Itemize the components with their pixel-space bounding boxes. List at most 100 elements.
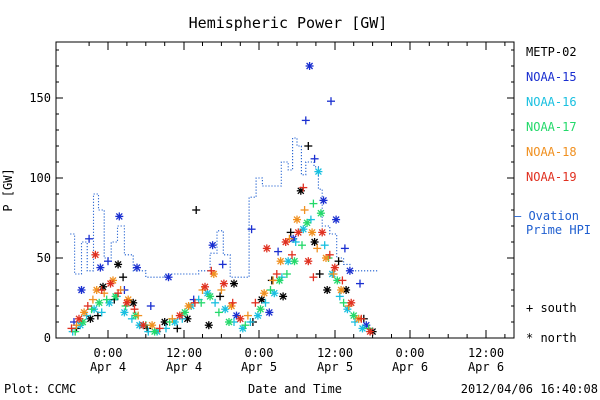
mark-stroke xyxy=(75,315,83,323)
data-point-noaa-17 xyxy=(102,295,111,304)
ovation-layer xyxy=(70,137,379,278)
data-point-noaa-19 xyxy=(201,282,209,291)
mark-stroke xyxy=(225,318,233,326)
mark-stroke xyxy=(279,292,287,300)
mark-stroke xyxy=(293,216,301,224)
data-point-noaa-19 xyxy=(325,250,334,259)
y-tick-label: 100 xyxy=(29,171,51,185)
data-point-noaa-17 xyxy=(309,199,318,208)
data-point-noaa-19 xyxy=(304,257,313,266)
data-point-metp-02 xyxy=(114,260,123,269)
legend-item-metp-02: METP-02 xyxy=(526,45,577,59)
data-point-noaa-17 xyxy=(95,298,104,307)
legend-item-noaa-17: NOAA-17 xyxy=(526,120,577,134)
mark-stroke xyxy=(333,276,341,284)
data-point-noaa-16 xyxy=(253,311,262,320)
data-point-noaa-15 xyxy=(104,257,112,266)
y-tick-label: 50 xyxy=(37,251,51,265)
data-point-noaa-19 xyxy=(281,238,290,246)
data-point-noaa-15 xyxy=(164,273,173,282)
mark-stroke xyxy=(228,302,235,310)
plot-timestamp: 2012/04/06 16:40:08 xyxy=(461,382,598,396)
data-point-noaa-18 xyxy=(308,228,317,237)
x-tick-label-time: 0:00 xyxy=(245,346,274,360)
legend-ovation-line2: Prime HPI xyxy=(526,223,591,237)
data-point-metp-02 xyxy=(286,228,295,237)
mark-stroke xyxy=(299,225,307,233)
mark-stroke xyxy=(206,292,214,300)
data-point-metp-02 xyxy=(216,292,225,301)
mark-stroke xyxy=(79,318,87,326)
mark-stroke xyxy=(275,276,283,284)
data-point-noaa-17 xyxy=(241,321,250,330)
data-point-noaa-17 xyxy=(290,257,299,266)
data-point-noaa-16 xyxy=(211,298,220,307)
mark-stroke xyxy=(263,244,271,252)
data-point-noaa-19 xyxy=(272,270,281,278)
mark-stroke xyxy=(254,312,262,320)
mark-stroke xyxy=(115,212,123,220)
data-point-noaa-18 xyxy=(217,286,226,294)
data-point-noaa-16 xyxy=(246,318,255,326)
mark-stroke xyxy=(332,216,340,224)
mark-stroke xyxy=(105,299,113,307)
data-point-metp-02 xyxy=(86,314,95,323)
data-point-noaa-17 xyxy=(180,308,189,317)
data-point-noaa-15 xyxy=(356,279,364,288)
data-point-noaa-18 xyxy=(329,270,338,278)
data-point-noaa-18 xyxy=(293,215,301,224)
data-point-noaa-17 xyxy=(214,308,223,317)
x-tick-label-time: 12:00 xyxy=(468,346,504,360)
data-point-noaa-16 xyxy=(120,308,129,317)
data-point-metp-02 xyxy=(192,206,201,214)
data-point-noaa-19 xyxy=(236,314,245,323)
mark-stroke xyxy=(303,219,311,227)
data-point-noaa-19 xyxy=(106,279,115,288)
data-point-noaa-17 xyxy=(316,209,325,218)
mark-stroke xyxy=(366,328,374,336)
plot-credit: Plot: CCMC xyxy=(4,382,76,396)
data-point-noaa-15 xyxy=(208,241,217,250)
mark-stroke xyxy=(123,299,131,307)
data-point-noaa-15 xyxy=(274,247,283,256)
data-point-noaa-19 xyxy=(299,183,308,192)
data-point-noaa-17 xyxy=(303,218,312,227)
data-point-noaa-16 xyxy=(221,305,230,314)
data-point-metp-02 xyxy=(334,257,343,266)
mark-stroke xyxy=(99,283,107,291)
x-tick-label-date: Apr 4 xyxy=(90,360,126,374)
data-point-noaa-17 xyxy=(339,298,348,307)
x-axis-label: Date and Time xyxy=(248,382,342,396)
mark-stroke xyxy=(265,308,273,316)
data-point-noaa-16 xyxy=(261,298,270,307)
data-point-noaa-19 xyxy=(294,228,303,237)
x-tick-label-time: 12:00 xyxy=(317,346,353,360)
mark-stroke xyxy=(350,312,358,320)
data-point-noaa-18 xyxy=(313,244,322,253)
mark-stroke xyxy=(93,286,101,294)
data-point-noaa-18 xyxy=(88,295,97,304)
data-point-noaa-19 xyxy=(83,302,92,310)
data-point-noaa-18 xyxy=(269,276,278,285)
data-point-noaa-19 xyxy=(262,244,271,253)
data-point-noaa-19 xyxy=(67,324,76,333)
legend-item-noaa-15: NOAA-15 xyxy=(526,70,577,84)
mark-stroke xyxy=(337,286,345,294)
legend: METP-02 NOAA-15 NOAA-16 NOAA-17 NOAA-18 NOAA-… xyxy=(514,45,591,345)
data-point-noaa-15 xyxy=(77,286,86,294)
data-point-metp-02 xyxy=(315,270,324,278)
y-axis-label: P [GW] xyxy=(1,168,15,211)
data-point-noaa-16 xyxy=(97,308,106,317)
mark-stroke xyxy=(107,280,114,288)
data-point-noaa-15 xyxy=(305,62,314,70)
data-point-noaa-19 xyxy=(228,298,237,307)
mark-stroke xyxy=(151,328,159,336)
data-point-noaa-16 xyxy=(320,241,329,250)
mark-stroke xyxy=(78,286,85,294)
mark-stroke xyxy=(171,318,179,326)
x-tick-label-time: 12:00 xyxy=(166,346,202,360)
mark-stroke xyxy=(270,289,278,297)
mark-stroke xyxy=(133,264,141,272)
mark-stroke xyxy=(317,209,325,217)
data-point-noaa-19 xyxy=(251,298,260,307)
